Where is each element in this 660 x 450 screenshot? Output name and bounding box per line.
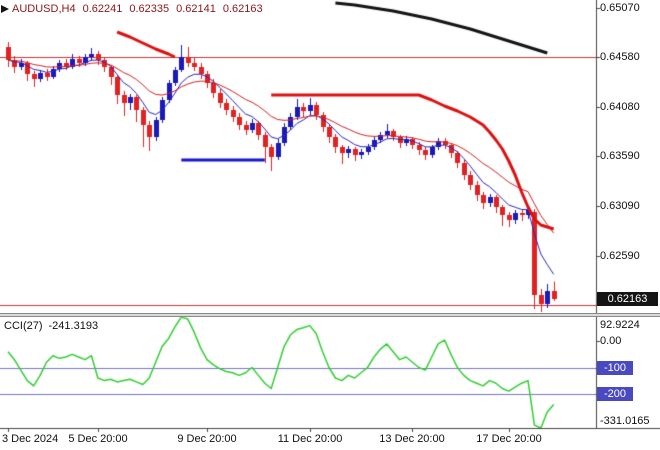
panel-separator[interactable] (0, 313, 660, 317)
